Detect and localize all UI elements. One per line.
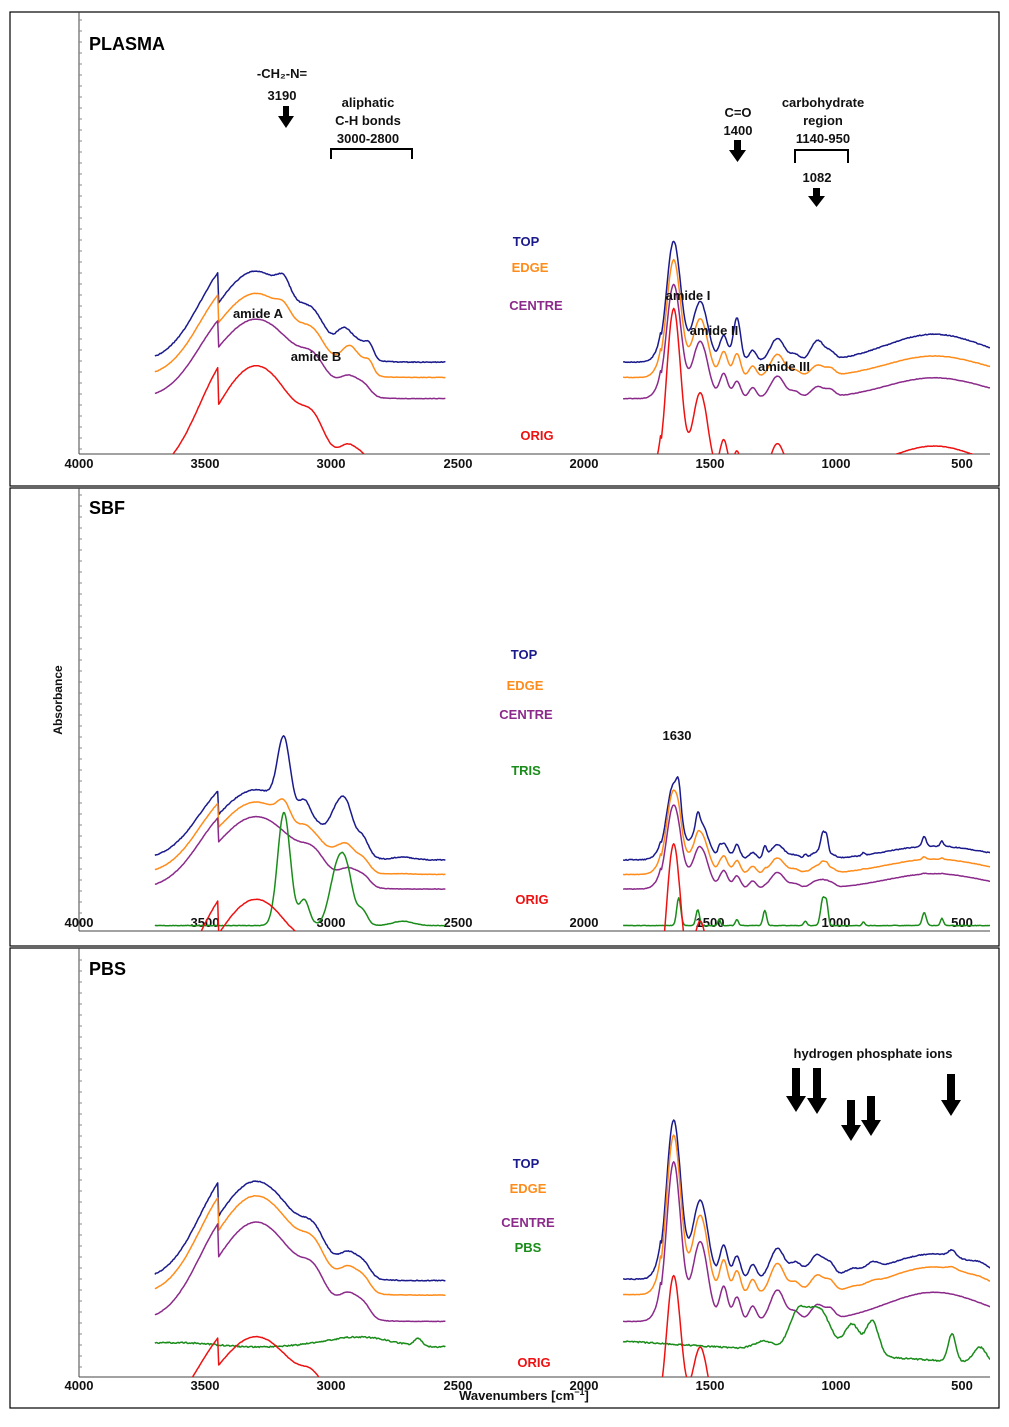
xtick-sbf-2000: 2000 bbox=[570, 915, 599, 930]
label-sbf-tris: TRIS bbox=[511, 763, 541, 778]
spectra-pbs bbox=[154, 1119, 990, 1377]
x-axis-label: Wavenumbers [cm−1] bbox=[459, 1387, 589, 1403]
panel-frame-sbf bbox=[9, 487, 1000, 947]
xtick-pbs-3000: 3000 bbox=[317, 1378, 346, 1393]
series-line-plasma-top bbox=[154, 240, 990, 364]
spectra-sbf bbox=[154, 735, 990, 931]
arrow-1400 bbox=[729, 140, 746, 162]
xtick-pbs-2000: 2000 bbox=[570, 1378, 599, 1393]
series-line-plasma-edge bbox=[154, 258, 990, 379]
label-sbf-top: TOP bbox=[511, 647, 538, 662]
y-axis-label: Absorbance bbox=[51, 665, 65, 735]
xtick-plasma-1500: 1500 bbox=[696, 456, 725, 471]
series-line-sbf-top bbox=[154, 735, 990, 862]
series-line-plasma-orig bbox=[171, 307, 974, 454]
xtick-plasma-1000: 1000 bbox=[822, 456, 851, 471]
x-axis-label-close: ] bbox=[585, 1388, 589, 1403]
annot-carb-peak: 1082 bbox=[803, 170, 832, 185]
series-line-plasma-centre bbox=[154, 283, 990, 400]
panel-frame-pbs bbox=[9, 947, 1000, 1409]
annot-amide-3: amide III bbox=[758, 359, 810, 374]
arrow-phosphate-2 bbox=[807, 1068, 827, 1114]
xtick-pbs-2500: 2500 bbox=[444, 1378, 473, 1393]
panel-title-plasma: PLASMA bbox=[89, 34, 165, 54]
xtick-pbs-3500: 3500 bbox=[191, 1378, 220, 1393]
label-pbs-top: TOP bbox=[513, 1156, 540, 1171]
panel-title-pbs: PBS bbox=[89, 959, 126, 979]
arrow-1082 bbox=[808, 188, 825, 207]
series-line-sbf-edge bbox=[154, 789, 990, 876]
aliphatic-bracket bbox=[330, 148, 413, 159]
xtick-plasma-2000: 2000 bbox=[570, 456, 599, 471]
panel-title-sbf: SBF bbox=[89, 498, 125, 518]
xtick-pbs-1000: 1000 bbox=[822, 1378, 851, 1393]
annot-aliphatic-2: C-H bonds bbox=[335, 113, 401, 128]
arrow-phosphate-3 bbox=[841, 1100, 861, 1141]
arrow-phosphate-4 bbox=[861, 1096, 881, 1136]
series-line-sbf-orig bbox=[200, 843, 705, 931]
label-pbs-orig: ORIG bbox=[517, 1355, 550, 1370]
arrow-phosphate-1 bbox=[786, 1068, 806, 1112]
label-plasma-edge: EDGE bbox=[512, 260, 549, 275]
x-axis-label-sup: −1 bbox=[574, 1387, 584, 1397]
label-plasma-orig: ORIG bbox=[520, 428, 553, 443]
xtick-sbf-1000: 1000 bbox=[822, 915, 851, 930]
xtick-sbf-500: 500 bbox=[951, 915, 973, 930]
annot-amide-a: amide A bbox=[233, 306, 284, 321]
annot-amide-1: amide I bbox=[666, 288, 711, 303]
series-line-pbs-centre bbox=[154, 1161, 990, 1323]
annot-carb-3: 1140-950 bbox=[796, 131, 850, 146]
annot-aliphatic-1: aliphatic bbox=[342, 95, 395, 110]
label-pbs-centre: CENTRE bbox=[501, 1215, 555, 1230]
series-line-sbf-centre bbox=[154, 804, 990, 891]
arrow-phosphate-5 bbox=[941, 1074, 961, 1116]
xtick-plasma-500: 500 bbox=[951, 456, 973, 471]
annot-aliphatic-3: 3000-2800 bbox=[337, 131, 399, 146]
series-line-sbf-tris bbox=[154, 811, 990, 927]
series-line-pbs-top bbox=[154, 1119, 990, 1282]
annot-hpo4: hydrogen phosphate ions bbox=[794, 1046, 953, 1061]
xtick-plasma-3000: 3000 bbox=[317, 456, 346, 471]
label-sbf-orig: ORIG bbox=[515, 892, 548, 907]
label-pbs-edge: EDGE bbox=[510, 1181, 547, 1196]
series-line-pbs-edge bbox=[154, 1134, 990, 1297]
label-sbf-centre: CENTRE bbox=[499, 707, 553, 722]
annot-amide-2: amide II bbox=[690, 323, 738, 338]
annot-ch2n-value: 3190 bbox=[268, 88, 297, 103]
series-line-pbs-pbs bbox=[154, 1304, 990, 1363]
xtick-plasma-2500: 2500 bbox=[444, 456, 473, 471]
panel-frame-plasma bbox=[9, 11, 1000, 487]
arrow-3190 bbox=[278, 106, 294, 128]
annot-co-name: C=O bbox=[724, 105, 751, 120]
xtick-plasma-3500: 3500 bbox=[191, 456, 220, 471]
annot-carb-2: region bbox=[803, 113, 843, 128]
label-pbs-pbs: PBS bbox=[515, 1240, 542, 1255]
annot-tris-1630: 1630 bbox=[663, 728, 692, 743]
carbohydrate-bracket bbox=[794, 149, 849, 163]
label-plasma-centre: CENTRE bbox=[509, 298, 563, 313]
label-plasma-top: TOP bbox=[513, 234, 540, 249]
annot-co-value: 1400 bbox=[724, 123, 753, 138]
xtick-sbf-2500: 2500 bbox=[444, 915, 473, 930]
x-axis-label-text: Wavenumbers [cm bbox=[459, 1388, 574, 1403]
xtick-plasma-4000: 4000 bbox=[65, 456, 94, 471]
label-sbf-edge: EDGE bbox=[507, 678, 544, 693]
spectra-plasma bbox=[154, 240, 990, 454]
series-line-pbs-orig bbox=[191, 1274, 709, 1377]
xtick-pbs-500: 500 bbox=[951, 1378, 973, 1393]
annot-carb-1: carbohydrate bbox=[782, 95, 864, 110]
xtick-pbs-1500: 1500 bbox=[696, 1378, 725, 1393]
xtick-pbs-4000: 4000 bbox=[65, 1378, 94, 1393]
xtick-sbf-3000: 3000 bbox=[317, 915, 346, 930]
annot-ch2n-name: -CH₂-N= bbox=[257, 66, 308, 81]
annot-amide-b: amide B bbox=[291, 349, 342, 364]
xtick-sbf-4000: 4000 bbox=[65, 915, 94, 930]
y-ticks bbox=[79, 19, 82, 1368]
